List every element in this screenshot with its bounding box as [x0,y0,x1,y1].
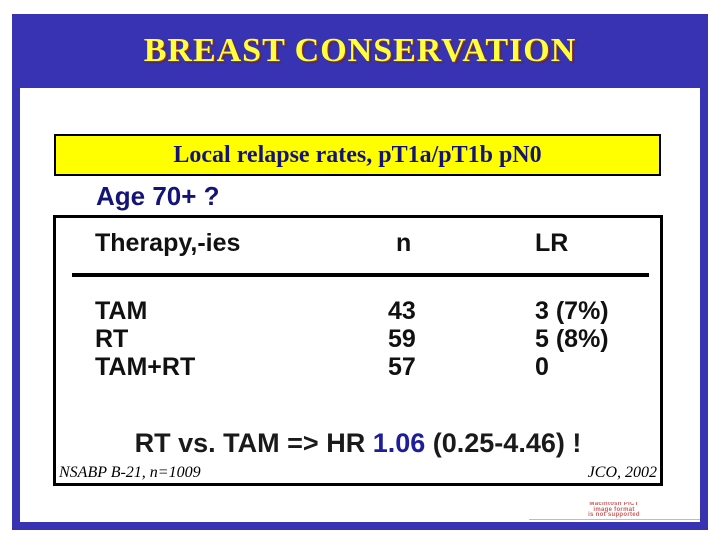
table-body: TAM 43 3 (7%) RT 59 5 (8%) TAM+RT 57 0 [56,297,660,381]
table-header-n: n [396,229,412,257]
pict-placeholder-line: Macintosh PICT [589,502,639,508]
table-header-row: Therapy,-ies n LR [56,229,660,258]
table-header-therapy: Therapy,-ies [95,229,241,257]
source-citation-row: NSABP B-21, n=1009 JCO, 2002 [56,464,660,482]
slide-title: BREAST CONSERVATION [143,32,577,69]
table-header-divider [72,273,649,277]
age-question-text: Age 70+ ? [96,181,220,211]
results-table: Therapy,-ies n LR TAM 43 3 (7%) RT 59 5 … [53,215,663,486]
summary-prefix: RT vs. TAM => HR [134,428,373,458]
cell-therapy: TAM+RT [95,353,196,381]
title-banner: BREAST CONSERVATION [12,14,708,88]
study-citation: NSABP B-21, n=1009 [59,464,201,481]
hazard-ratio-summary: RT vs. TAM => HR 1.06 (0.25-4.46) ! [56,428,660,459]
pict-placeholder-box: Macintosh PICT image format is not suppo… [528,502,700,519]
pict-placeholder-line: is not supported [588,512,640,519]
table-row: TAM+RT 57 0 [56,353,660,381]
cell-n: 57 [388,353,416,381]
table-row: TAM 43 3 (7%) [56,297,660,325]
subtitle-highlight-box: Local relapse rates, pT1a/pT1b pN0 [54,134,661,176]
journal-citation: JCO, 2002 [587,464,657,481]
cell-n: 59 [388,325,416,353]
subtitle-text: Local relapse rates, pT1a/pT1b pN0 [173,141,542,168]
cell-n: 43 [388,297,416,325]
hazard-ratio-value: 1.06 [372,428,426,458]
cell-lr: 3 (7%) [535,297,609,325]
cell-therapy: RT [95,325,129,353]
table-row: RT 59 5 (8%) [56,325,660,353]
cell-lr: 0 [535,353,549,381]
summary-suffix: (0.25-4.46) ! [425,428,582,458]
cell-therapy: TAM [95,297,148,325]
cell-lr: 5 (8%) [535,325,609,353]
table-header-lr: LR [535,229,569,257]
pict-placeholder-line: image format [593,506,635,513]
